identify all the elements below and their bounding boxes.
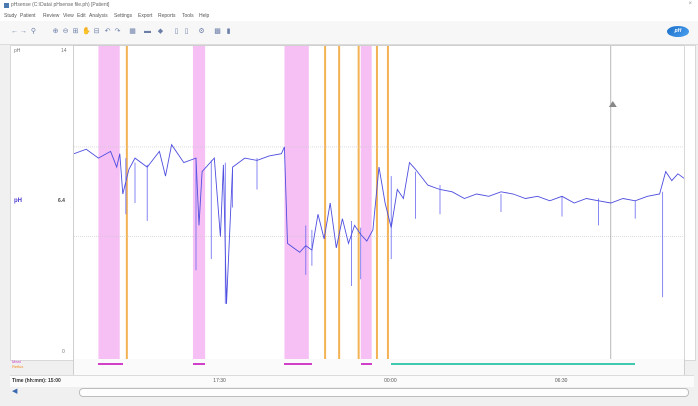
menu-view[interactable]: View: [63, 13, 74, 19]
reflux-event-line: [324, 46, 327, 360]
menu-tools[interactable]: Tools: [182, 13, 194, 19]
time-tick-label: 06:30: [554, 378, 568, 384]
reflux-event-line: [125, 46, 128, 360]
unit-label: pH: [14, 48, 21, 54]
menu-export[interactable]: Export: [138, 13, 153, 19]
event-segment: [360, 363, 372, 365]
time-axis: Time (hh:mm): 15:00 17:30 00:00 06:30: [10, 375, 694, 387]
time-scrollbar[interactable]: [79, 388, 689, 397]
channel-panel: pH 14 pH 6.4 0: [10, 45, 74, 361]
event-strip: [73, 359, 685, 375]
event-segment: [284, 363, 312, 365]
event-segment: [192, 363, 206, 365]
event-icon[interactable]: ▯: [184, 28, 189, 35]
forward-icon[interactable]: →: [20, 28, 27, 35]
zoom-out-icon[interactable]: ⊖: [62, 28, 69, 35]
export-icon[interactable]: ◆: [157, 28, 164, 35]
ph-series-line: [74, 143, 684, 304]
meal-period-band: [284, 46, 309, 360]
menu-edit[interactable]: Edit: [77, 13, 86, 19]
menu-reports[interactable]: Reports: [158, 13, 176, 19]
close-button[interactable]: ×: [688, 1, 692, 7]
axis-min-value: 0: [62, 349, 65, 355]
meal-period-band: [192, 46, 206, 360]
menu-study[interactable]: Study: [4, 13, 17, 19]
reflux-event-line: [338, 46, 341, 360]
axis-mid-value: 6.4: [58, 198, 65, 204]
legend-item-meal: Meal: [12, 359, 21, 364]
marker-icon[interactable]: ▯: [174, 28, 179, 35]
legend-item-reflux: Reflux: [12, 364, 24, 369]
cursor-marker-icon: [608, 101, 617, 107]
reflux-event-line: [357, 46, 360, 360]
brand-logo: pH: [667, 26, 689, 37]
menu-analysis[interactable]: Analysis: [89, 13, 108, 19]
ph-chart[interactable]: [73, 45, 685, 361]
fit-icon[interactable]: ⊞: [72, 28, 79, 35]
settings-icon[interactable]: ⚙: [198, 28, 205, 35]
window-title: pHsense (C:\Data\ pHsense file.ph) [Pati…: [11, 2, 110, 8]
app-icon: [4, 3, 9, 8]
grid-icon[interactable]: ▩: [214, 28, 221, 35]
toolbar: pH ← → ⚲ ⊕ ⊖ ⊞ ✋ ⊟ ↶ ↷ ▦ ▬ ◆ ▯ ▯ ⚙ ▩ ▮: [0, 21, 698, 45]
right-scale-panel: [684, 45, 696, 361]
event-segment: [98, 363, 123, 365]
menu-review[interactable]: Review: [43, 13, 60, 19]
search-icon[interactable]: ⚲: [30, 28, 37, 35]
axis-max-value: 14: [61, 48, 67, 54]
print-icon[interactable]: ▦: [129, 28, 136, 35]
reflux-event-line: [386, 46, 389, 360]
window-titlebar: pHsense (C:\Data\ pHsense file.ph) [Pati…: [0, 0, 698, 11]
time-tick-label: 17:30: [213, 378, 226, 384]
menu-bar: Study Patient Review View Edit Analysis Settin…: [0, 11, 698, 21]
save-icon[interactable]: ▬: [144, 28, 151, 35]
reflux-event-line: [375, 46, 378, 360]
time-label: Time (hh:mm): 15:00: [12, 378, 61, 384]
redo-icon[interactable]: ↷: [114, 28, 121, 35]
chart-svg: [74, 46, 684, 360]
meal-period-band: [98, 46, 120, 360]
scale-icon[interactable]: ⊟: [93, 28, 100, 35]
zoom-in-icon[interactable]: ⊕: [52, 28, 59, 35]
event-segment: [391, 363, 636, 365]
undo-icon[interactable]: ↶: [104, 28, 111, 35]
hand-icon[interactable]: ✋: [82, 28, 91, 35]
scroll-left-icon[interactable]: ◀: [12, 388, 18, 395]
channel-label[interactable]: pH: [14, 198, 22, 204]
back-icon[interactable]: ←: [11, 28, 18, 35]
time-tick-label: 00:00: [384, 378, 397, 384]
meal-period-band: [360, 46, 372, 360]
footer: [0, 398, 698, 406]
menu-help[interactable]: Help: [199, 13, 210, 19]
menu-settings[interactable]: Settings: [114, 13, 133, 19]
menu-patient[interactable]: Patient: [20, 13, 36, 19]
report-icon[interactable]: ▮: [226, 28, 231, 35]
